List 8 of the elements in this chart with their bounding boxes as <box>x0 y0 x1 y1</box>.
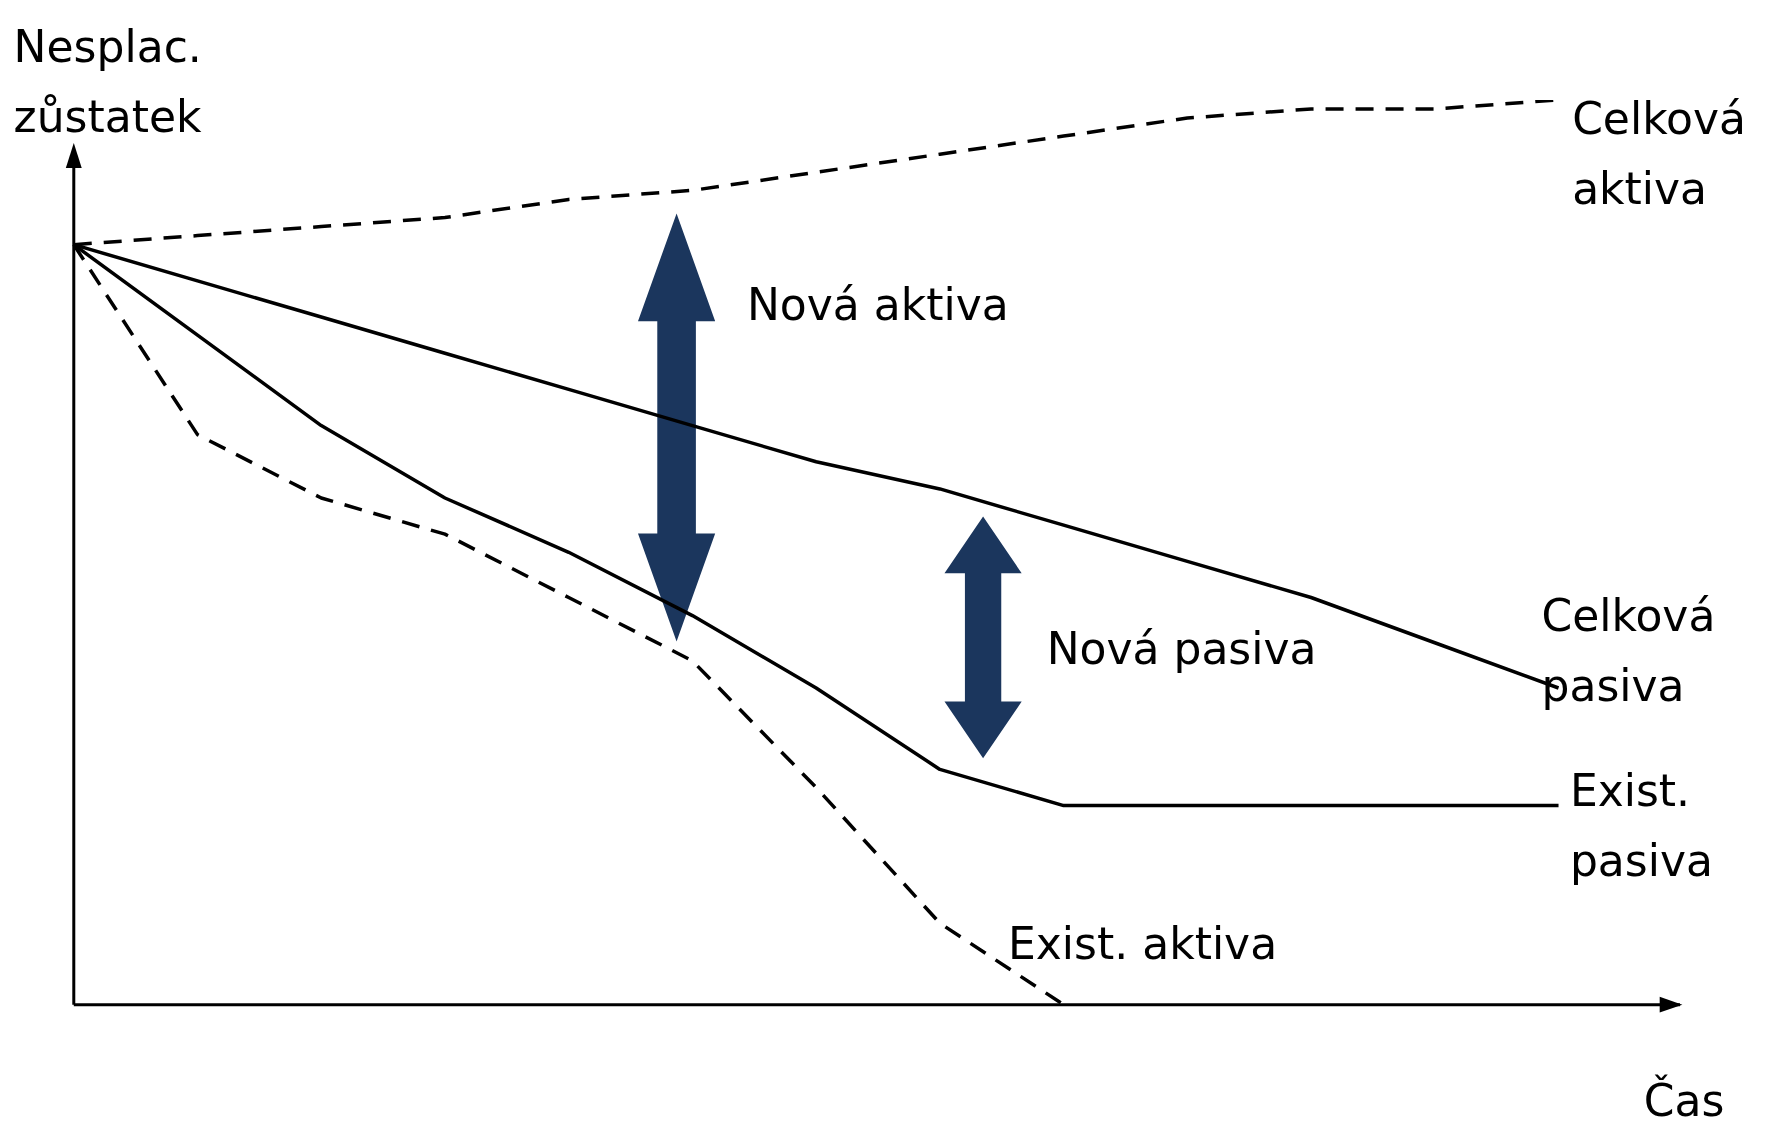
series-label: Celková aktiva <box>1572 92 1747 214</box>
annotation: Nová pasiva <box>1046 623 1317 675</box>
y-axis-title: Nesplac. zůstatek <box>13 21 203 143</box>
x-axis-title: Čas <box>1643 1073 1725 1123</box>
series-label: Exist. pasiva <box>1569 764 1713 886</box>
series-label: Celková pasiva <box>1541 590 1716 712</box>
series-label: Exist. aktiva <box>1007 918 1278 970</box>
annotation: Nová aktiva <box>746 279 1009 331</box>
